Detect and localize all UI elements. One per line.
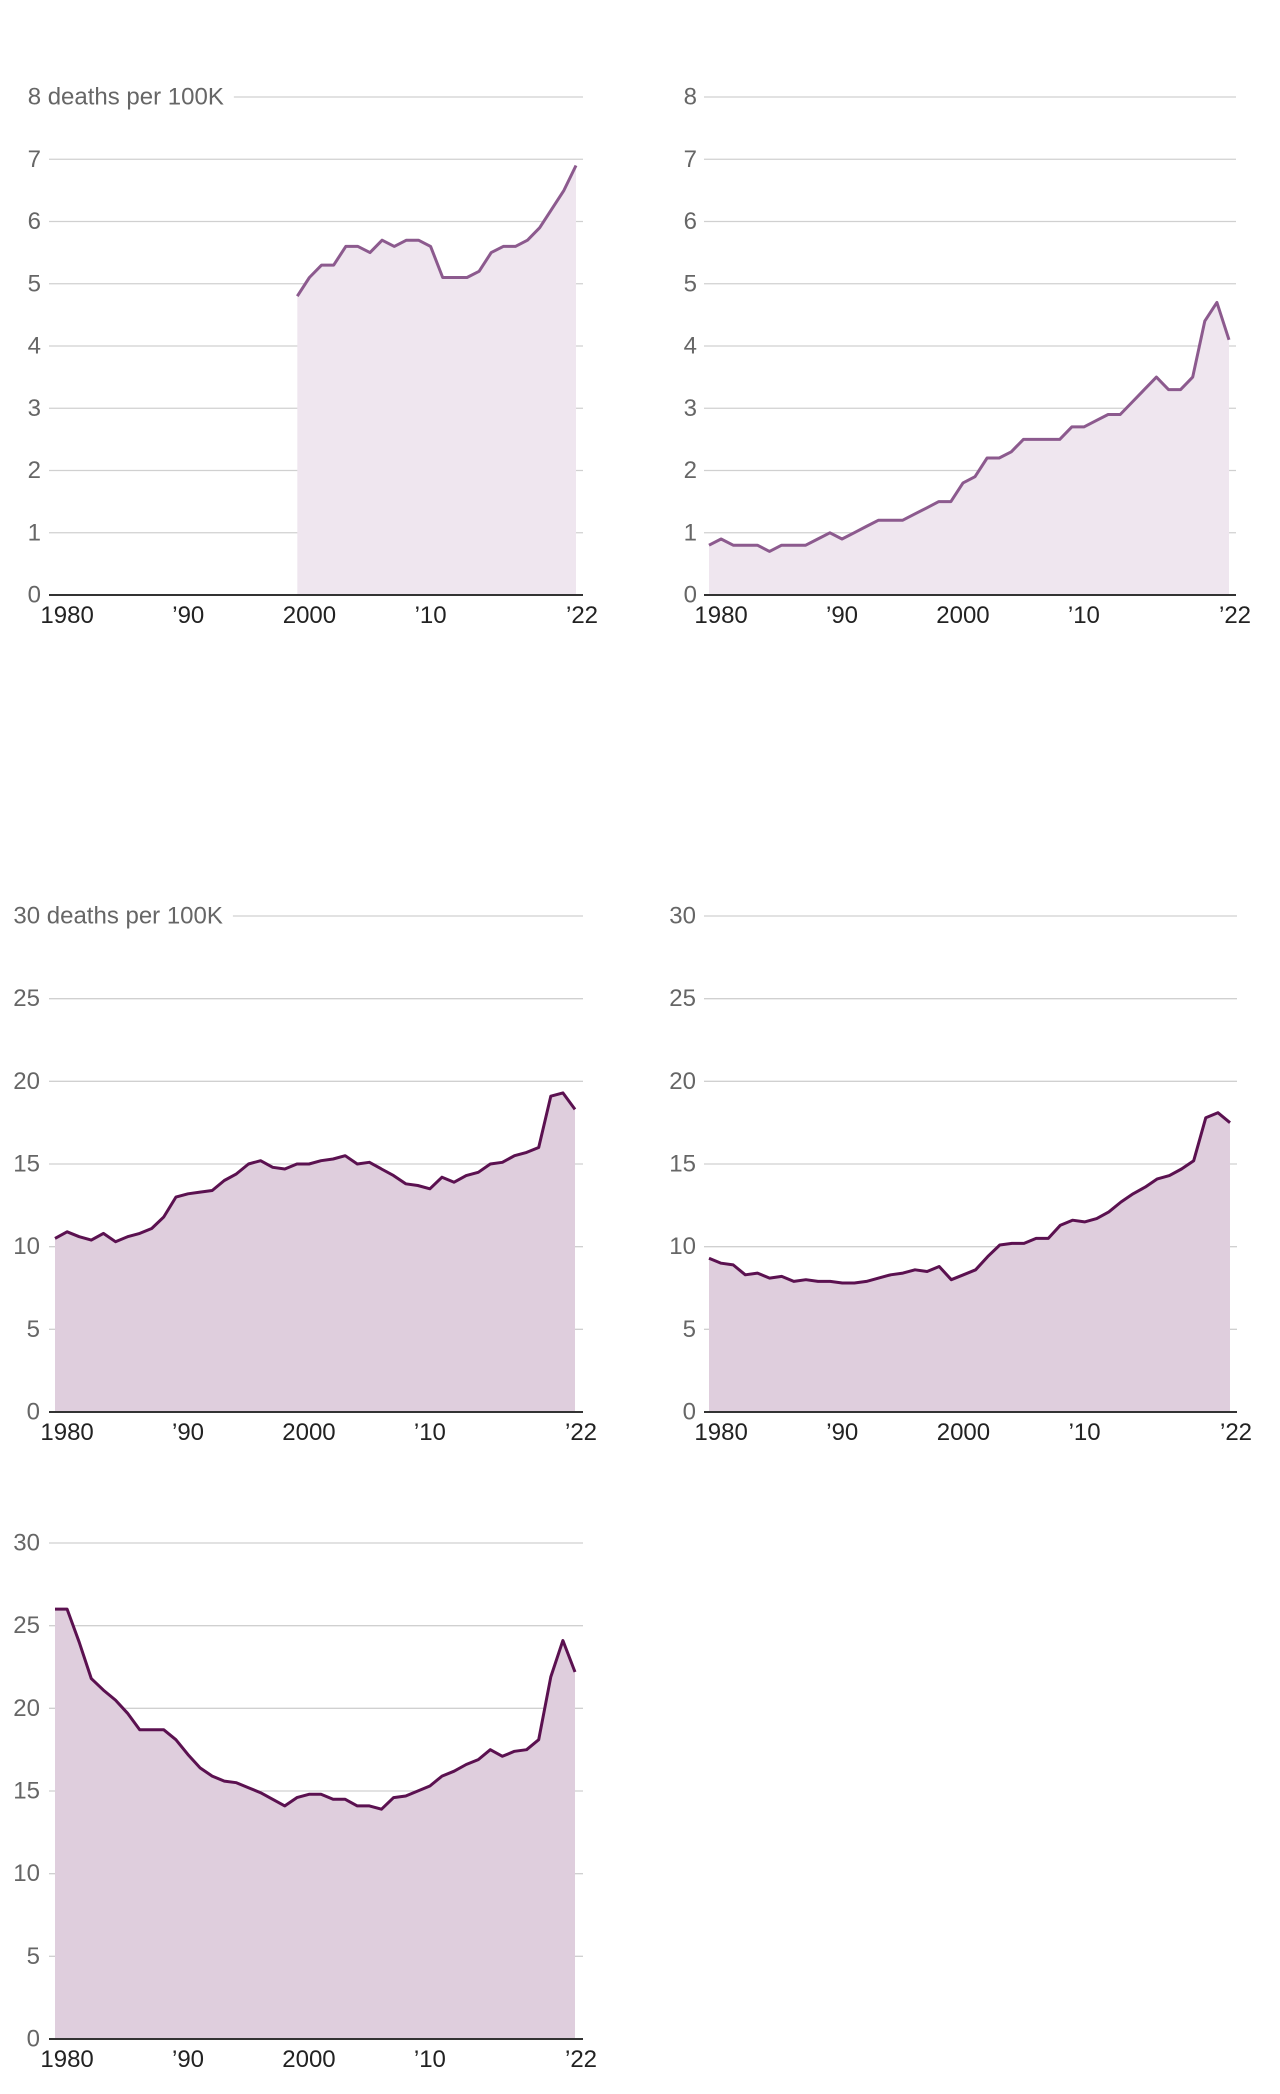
y-tick-label: 3	[684, 395, 697, 422]
y-tick-label: 30	[13, 1530, 40, 1557]
y-tick-label: 5	[683, 1316, 696, 1343]
y-tick-label: 5	[27, 1316, 40, 1343]
x-tick-label: ’10	[415, 602, 447, 629]
y-tick-label: 4	[684, 333, 697, 360]
area-fill	[709, 302, 1229, 595]
y-tick-label: 0	[27, 2026, 40, 2053]
y-tick-label: 6	[684, 208, 697, 235]
x-tick-label: 1980	[694, 602, 747, 629]
x-tick-label: ’22	[565, 2046, 597, 2073]
x-tick-label: 2000	[936, 602, 989, 629]
chart-2: 0 1 2 3 4 5 6 7 8 1980 ’90 2000 ’10 ’22	[684, 84, 1251, 630]
y-tick-label: 30 deaths per 100K	[13, 903, 223, 930]
y-tick-label: 3	[28, 395, 41, 422]
y-tick-label: 15	[669, 1151, 696, 1178]
y-tick-label: 8 deaths per 100K	[28, 84, 224, 111]
x-tick-label: ’10	[414, 2046, 446, 2073]
y-tick-label: 0	[27, 1399, 40, 1426]
x-tick-label: 1980	[694, 1419, 747, 1446]
y-tick-label: 1	[684, 519, 697, 546]
y-tick-label: 15	[13, 1778, 40, 1805]
y-tick-label: 0	[683, 1399, 696, 1426]
x-tick-label: 2000	[937, 1419, 990, 1446]
y-tick-label: 10	[13, 1233, 40, 1260]
series-line	[55, 1607, 577, 1811]
y-tick-label: 6	[28, 208, 41, 235]
x-tick-label: 2000	[282, 1419, 335, 1446]
x-tick-label: ’22	[1220, 1419, 1252, 1446]
x-tick-label: 1980	[40, 1419, 93, 1446]
y-tick-label: 25	[669, 985, 696, 1012]
x-tick-label: 1980	[40, 602, 93, 629]
y-tick-label: 25	[13, 985, 40, 1012]
x-tick-label: ’22	[566, 602, 598, 629]
y-tick-label: 2	[684, 457, 697, 484]
chart-3: 0 5 10 15 20 25 30 deaths per 100K 1980 ’90 2000 ’…	[13, 903, 597, 1447]
series-line	[708, 1111, 1231, 1285]
x-tick-label: ’90	[826, 1419, 858, 1446]
y-tick-label: 20	[13, 1695, 40, 1722]
x-tick-label: ’90	[172, 1419, 204, 1446]
chart-4: 0 5 10 15 20 25 30 1980 ’90 2000 ’10 ’22	[669, 903, 1252, 1447]
y-tick-label: 5	[28, 270, 41, 297]
y-tick-label: 0	[28, 582, 41, 609]
y-tick-label: 10	[13, 1860, 40, 1887]
y-tick-label: 8	[684, 84, 697, 111]
x-tick-label: 2000	[283, 602, 336, 629]
chart-5: 0 5 10 15 20 25 30 1980 ’90 2000 ’10 ’22	[13, 1530, 597, 2074]
y-tick-label: 30	[669, 903, 696, 930]
series-line	[296, 164, 578, 298]
x-tick-label: ’90	[172, 2046, 204, 2073]
y-tick-label: 2	[28, 457, 41, 484]
x-tick-label: ’10	[1068, 602, 1100, 629]
x-tick-label: 2000	[282, 2046, 335, 2073]
area-fill	[55, 1092, 575, 1412]
y-tick-label: 0	[684, 582, 697, 609]
series-line	[54, 1091, 577, 1244]
y-tick-label: 5	[27, 1943, 40, 1970]
area-fill	[709, 1112, 1230, 1412]
x-tick-label: ’10	[414, 1419, 446, 1446]
y-tick-label: 7	[684, 146, 697, 173]
chart-1: 0 1 2 3 4 5 6 7 8 deaths per 100K 1980 ’90 2000 ’10 ’…	[28, 84, 598, 630]
x-tick-label: ’10	[1069, 1419, 1101, 1446]
area-fill	[55, 1609, 575, 2039]
y-tick-label: 25	[13, 1612, 40, 1639]
y-tick-label: 20	[13, 1068, 40, 1095]
x-tick-label: 1980	[40, 2046, 93, 2073]
y-tick-label: 10	[669, 1233, 696, 1260]
y-tick-label: 20	[669, 1068, 696, 1095]
x-tick-label: ’90	[172, 602, 204, 629]
y-tick-label: 7	[28, 146, 41, 173]
y-tick-label: 1	[28, 519, 41, 546]
x-tick-label: ’90	[826, 602, 858, 629]
x-tick-label: ’22	[565, 1419, 597, 1446]
y-tick-label: 4	[28, 333, 41, 360]
x-tick-label: ’22	[1219, 602, 1251, 629]
area-fill	[297, 165, 576, 595]
y-tick-label: 5	[684, 270, 697, 297]
y-tick-label: 15	[13, 1151, 40, 1178]
series-line	[708, 300, 1231, 553]
